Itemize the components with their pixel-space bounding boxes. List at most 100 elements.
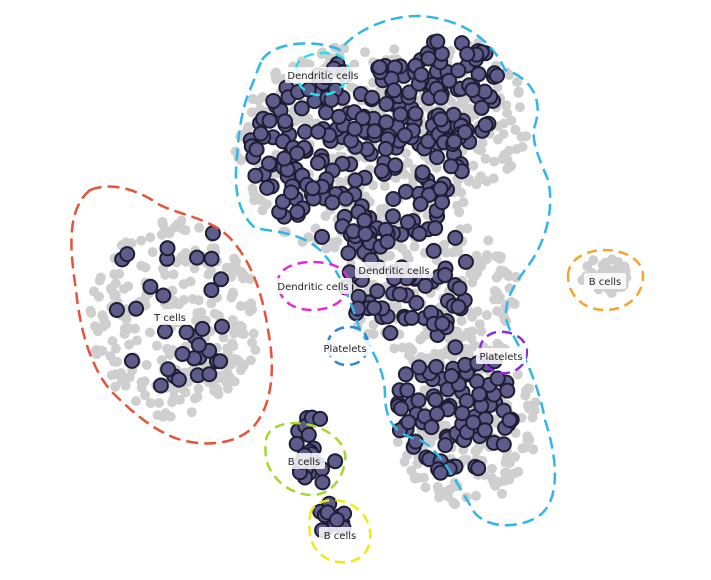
background-point <box>321 243 332 254</box>
highlighted-point <box>356 212 373 229</box>
highlighted-point <box>371 59 388 76</box>
highlighted-point <box>157 323 173 340</box>
highlighted-point <box>310 155 326 171</box>
background-point <box>140 390 151 401</box>
highlighted-point <box>364 89 381 106</box>
background-point <box>487 463 497 474</box>
background-point <box>481 310 492 321</box>
highlighted-point <box>432 111 449 128</box>
highlighted-point <box>174 346 191 362</box>
svg-text:B cells: B cells <box>288 457 320 468</box>
highlighted-point <box>411 359 427 376</box>
highlighted-point <box>155 287 172 304</box>
background-point <box>136 382 147 393</box>
background-point <box>236 321 247 332</box>
background-point <box>124 339 135 350</box>
svg-text:Platelets: Platelets <box>323 344 366 355</box>
background-point <box>145 327 155 338</box>
background-point <box>511 144 522 155</box>
background-point <box>145 232 156 243</box>
highlighted-point <box>261 112 278 129</box>
highlighted-point <box>399 382 416 399</box>
background-point <box>169 392 180 403</box>
background-point <box>497 488 507 499</box>
highlighted-point <box>446 133 463 150</box>
highlighted-point <box>447 339 464 356</box>
background-point <box>232 354 243 365</box>
background-point <box>248 328 259 339</box>
highlighted-point <box>413 66 430 83</box>
background-point <box>119 283 130 294</box>
highlighted-point <box>470 460 487 477</box>
highlighted-point <box>366 123 383 140</box>
highlighted-point <box>379 233 396 250</box>
background-point <box>489 156 500 167</box>
background-point <box>499 476 510 486</box>
background-point <box>456 315 467 326</box>
highlighted-point <box>437 267 453 283</box>
cluster-label-platelets-right: Platelets <box>476 348 526 364</box>
highlighted-point <box>310 123 327 140</box>
highlighted-point <box>328 511 345 528</box>
highlighted-point <box>425 242 442 259</box>
background-point <box>124 372 135 383</box>
highlighted-point <box>377 140 394 157</box>
background-point <box>346 81 357 92</box>
highlighted-point <box>410 392 427 409</box>
highlighted-point <box>397 366 414 383</box>
highlighted-point <box>437 437 454 454</box>
background-point <box>173 299 184 310</box>
background-point <box>206 298 217 309</box>
highlighted-point <box>423 419 440 436</box>
background-point <box>514 102 525 113</box>
background-point <box>227 315 238 326</box>
highlighted-point <box>119 246 136 263</box>
highlighted-point <box>459 46 476 62</box>
background-point <box>476 326 487 337</box>
background-point <box>501 453 512 464</box>
highlighted-point <box>213 271 229 288</box>
background-point <box>466 333 477 344</box>
highlighted-point <box>451 280 468 297</box>
highlighted-point <box>194 320 211 337</box>
highlighted-point <box>417 277 434 294</box>
highlighted-point <box>142 278 159 295</box>
background-point <box>520 442 531 453</box>
highlighted-point <box>495 436 512 453</box>
highlighted-point <box>465 414 482 431</box>
background-point <box>472 306 483 317</box>
cluster-outline-t-cells <box>70 185 273 445</box>
background-point <box>529 405 540 416</box>
background-point <box>270 69 281 80</box>
highlighted-point <box>432 180 449 197</box>
highlighted-point <box>300 426 317 443</box>
background-point <box>230 146 241 157</box>
background-point <box>261 199 272 210</box>
background-point <box>246 107 257 118</box>
background-point <box>88 286 99 297</box>
highlighted-point <box>203 250 220 267</box>
highlighted-point <box>427 220 444 237</box>
background-point <box>516 131 527 142</box>
background-point <box>495 265 506 276</box>
background-point <box>110 343 121 354</box>
background-point <box>461 104 472 115</box>
highlighted-point <box>283 184 300 201</box>
highlighted-point <box>411 225 428 242</box>
background-point <box>420 482 431 493</box>
highlighted-point <box>347 172 364 189</box>
highlighted-point <box>327 453 344 470</box>
cluster-label-dendritic-middle-right: Dendritic cells <box>355 262 433 278</box>
background-point <box>140 262 151 273</box>
background-point <box>368 319 379 330</box>
cluster-label-t-cells: T cells <box>149 309 191 325</box>
background-point <box>492 82 503 93</box>
highlighted-point <box>247 167 264 184</box>
highlighted-point <box>441 72 457 89</box>
background-point <box>228 341 239 351</box>
background-point <box>152 340 162 351</box>
background-point <box>462 223 473 234</box>
highlighted-point <box>340 245 357 262</box>
background-point <box>410 473 421 484</box>
background-point <box>385 250 396 261</box>
